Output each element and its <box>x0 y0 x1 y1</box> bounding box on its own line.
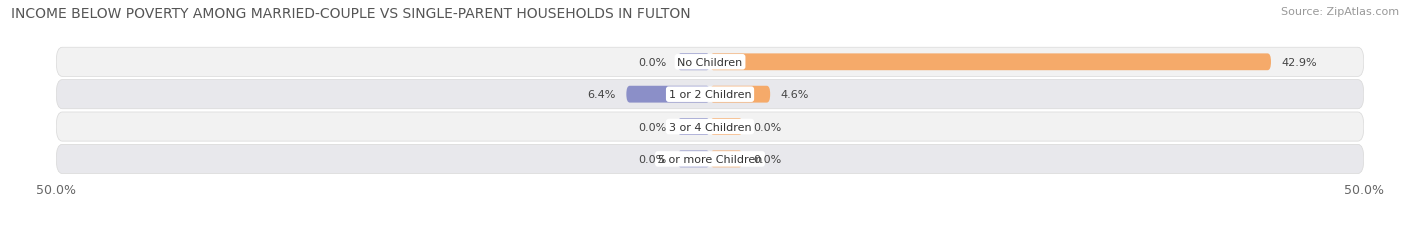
Text: 0.0%: 0.0% <box>754 122 782 132</box>
Text: 1 or 2 Children: 1 or 2 Children <box>669 90 751 100</box>
Text: 6.4%: 6.4% <box>588 90 616 100</box>
Text: 4.6%: 4.6% <box>780 90 808 100</box>
FancyBboxPatch shape <box>710 86 770 103</box>
FancyBboxPatch shape <box>56 145 1364 174</box>
FancyBboxPatch shape <box>626 86 710 103</box>
Text: 0.0%: 0.0% <box>638 58 666 67</box>
Text: 5 or more Children: 5 or more Children <box>658 154 762 164</box>
FancyBboxPatch shape <box>710 54 1271 71</box>
Text: 3 or 4 Children: 3 or 4 Children <box>669 122 751 132</box>
Text: INCOME BELOW POVERTY AMONG MARRIED-COUPLE VS SINGLE-PARENT HOUSEHOLDS IN FULTON: INCOME BELOW POVERTY AMONG MARRIED-COUPL… <box>11 7 690 21</box>
Text: 42.9%: 42.9% <box>1281 58 1317 67</box>
Text: 0.0%: 0.0% <box>638 154 666 164</box>
FancyBboxPatch shape <box>678 151 710 168</box>
FancyBboxPatch shape <box>710 119 742 135</box>
Text: 0.0%: 0.0% <box>638 122 666 132</box>
FancyBboxPatch shape <box>678 119 710 135</box>
FancyBboxPatch shape <box>710 151 742 168</box>
FancyBboxPatch shape <box>56 48 1364 77</box>
Text: 0.0%: 0.0% <box>754 154 782 164</box>
FancyBboxPatch shape <box>56 80 1364 109</box>
FancyBboxPatch shape <box>678 54 710 71</box>
Text: No Children: No Children <box>678 58 742 67</box>
FancyBboxPatch shape <box>56 112 1364 142</box>
Text: Source: ZipAtlas.com: Source: ZipAtlas.com <box>1281 7 1399 17</box>
